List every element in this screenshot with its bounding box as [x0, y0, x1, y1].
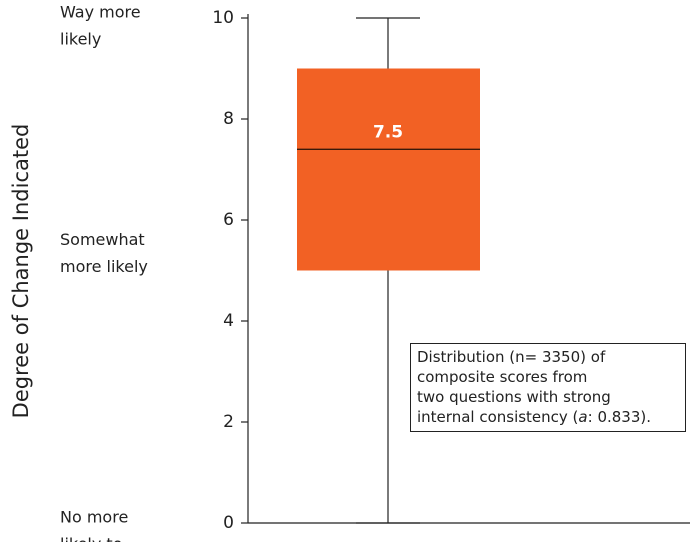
category-label-0-line-0: Way more [60, 3, 141, 22]
annotation-line-4: internal consistency (a: 0.833). [417, 407, 679, 427]
category-label-1-line-0: Somewhat [60, 230, 145, 249]
y-axis: 0 2 4 6 8 10 [212, 8, 690, 533]
y-tick-label-0: 0 [223, 513, 234, 533]
median-value-label: 7.5 [373, 122, 403, 142]
annotation-line-2: composite scores from [417, 368, 588, 386]
category-labels: Way more likely Somewhat more likely No more… [60, 3, 148, 542]
category-label-1-line-1: more likely [60, 257, 148, 276]
y-tick-label-2: 4 [223, 311, 234, 331]
annotation-line-3: two questions with strong [417, 388, 611, 406]
category-label-2-line-1: likely to [60, 535, 123, 542]
box-iqr [297, 68, 480, 271]
box-plot: 7.5 [297, 17, 480, 524]
y-tick-label-3: 6 [223, 210, 234, 230]
annotation-box: Distribution (n= 3350) of composite scor… [410, 343, 686, 432]
annotation-line-4-suffix: : 0.833). [587, 408, 652, 426]
y-tick-label-4: 8 [223, 109, 234, 129]
annotation-line-1: Distribution (n= 3350) of [417, 348, 606, 366]
y-tick-label-5: 10 [212, 8, 234, 28]
y-axis-label: Degree of Change Indicated [9, 124, 33, 419]
y-tick-label-1: 2 [223, 412, 234, 432]
annotation-line-4-prefix: internal consistency ( [417, 408, 579, 426]
category-label-0-line-1: likely [60, 30, 101, 49]
alpha-symbol: a [578, 408, 588, 426]
category-label-2-line-0: No more [60, 508, 128, 527]
